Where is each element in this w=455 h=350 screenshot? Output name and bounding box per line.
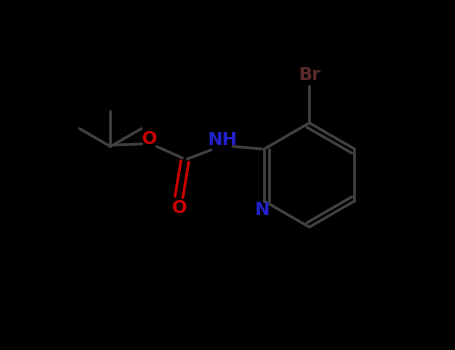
Text: O: O: [142, 130, 157, 148]
Text: Br: Br: [298, 66, 321, 84]
Text: N: N: [254, 201, 269, 219]
Text: O: O: [171, 199, 187, 217]
Text: NH: NH: [207, 131, 237, 149]
